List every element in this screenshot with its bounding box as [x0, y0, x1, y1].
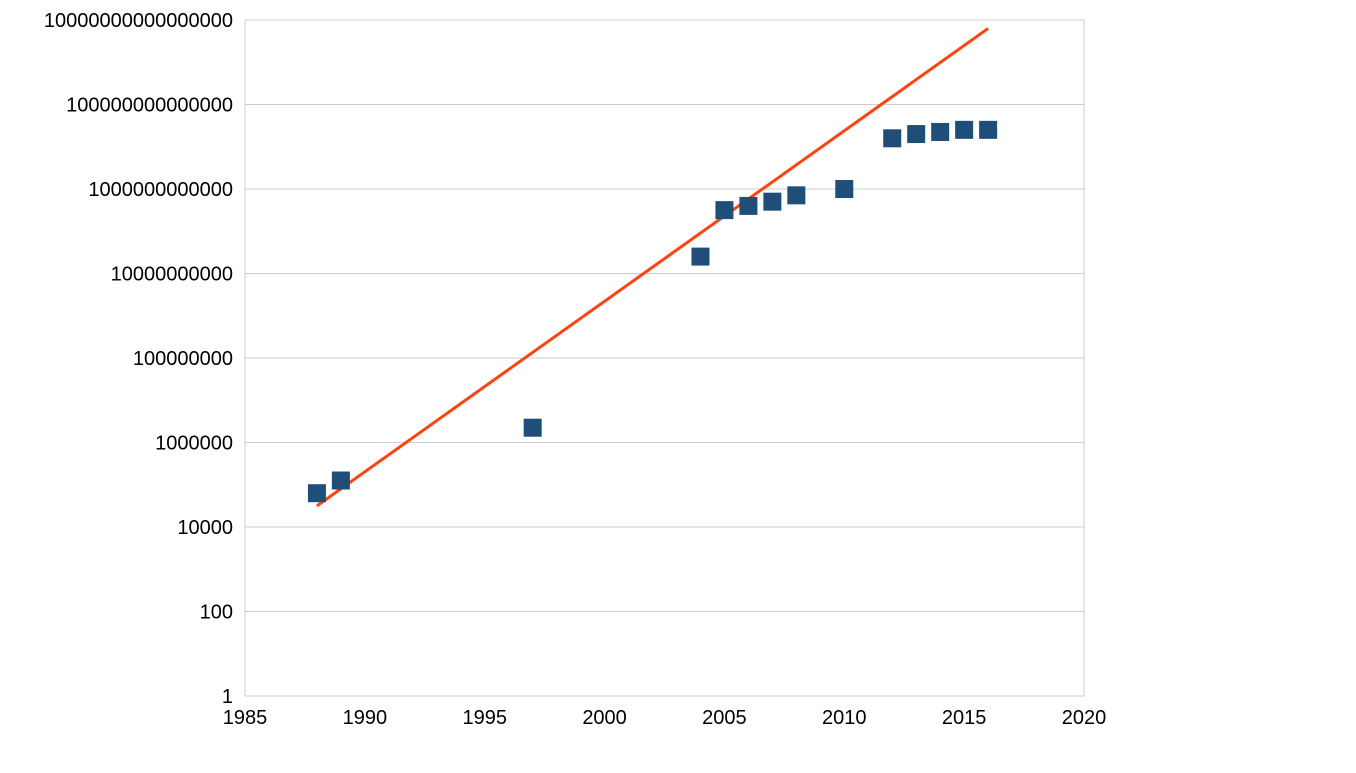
data-point — [524, 419, 542, 437]
data-point — [907, 125, 925, 143]
y-tick-label: 1000000 — [155, 433, 233, 455]
data-point — [883, 129, 901, 147]
x-tick-label: 2015 — [942, 707, 987, 729]
data-point — [931, 123, 949, 141]
data-point — [835, 180, 853, 198]
data-point — [739, 197, 757, 215]
y-tick-label: 100 — [200, 602, 233, 624]
data-point — [955, 121, 973, 139]
data-point — [787, 186, 805, 204]
data-point — [979, 121, 997, 139]
data-point — [332, 472, 350, 490]
x-tick-label: 1985 — [223, 707, 268, 729]
y-tick-label: 10000 — [177, 517, 233, 539]
data-point — [691, 248, 709, 266]
y-tick-label: 1 — [222, 686, 233, 708]
data-point — [308, 484, 326, 502]
y-tick-label: 10000000000000000 — [44, 10, 233, 32]
data-point — [763, 193, 781, 211]
x-tick-label: 2005 — [702, 707, 747, 729]
chart-container: 1 100 10000 1000000 100000000 10000000000 1000… — [0, 0, 1356, 773]
x-tick-label: 2000 — [582, 707, 627, 729]
x-tick-label: 1990 — [343, 707, 388, 729]
y-tick-label: 10000000000 — [111, 264, 233, 286]
y-tick-label: 100000000000000 — [66, 95, 233, 117]
y-tick-label: 1000000000000 — [88, 179, 233, 201]
x-tick-label: 1995 — [462, 707, 507, 729]
scatter-chart: 1 100 10000 1000000 100000000 10000000000 1000… — [0, 0, 1356, 773]
data-point — [715, 201, 733, 219]
y-tick-label: 100000000 — [133, 348, 233, 370]
x-tick-label: 2020 — [1062, 707, 1107, 729]
x-tick-label: 2010 — [822, 707, 867, 729]
